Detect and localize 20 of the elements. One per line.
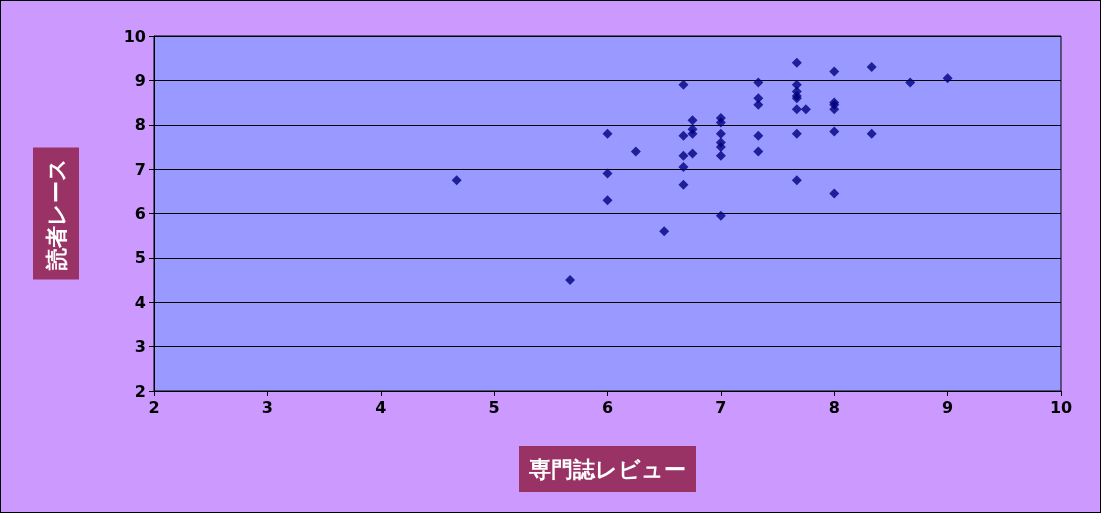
y-tick-label: 2 <box>134 381 146 401</box>
x-tick-label: 5 <box>488 397 500 417</box>
x-tick-label: 4 <box>375 397 387 417</box>
y-tick-label: 5 <box>134 248 146 268</box>
x-tick-label: 8 <box>828 397 840 417</box>
x-tick-label: 9 <box>942 397 954 417</box>
x-tick-label: 2 <box>148 397 160 417</box>
x-axis-title: 専門誌レビュー <box>528 456 686 482</box>
x-tick-label: 3 <box>261 397 273 417</box>
y-tick-label: 10 <box>123 26 146 46</box>
y-tick-label: 7 <box>134 159 146 179</box>
x-tick-label: 6 <box>601 397 614 417</box>
x-tick-label: 7 <box>715 397 727 417</box>
y-tick-label: 3 <box>134 337 146 357</box>
y-tick-label: 8 <box>134 115 146 135</box>
y-tick-label: 4 <box>134 292 146 312</box>
x-tick-label: 10 <box>1049 397 1073 417</box>
y-tick-label: 9 <box>134 70 146 90</box>
y-tick-label: 6 <box>134 204 146 223</box>
y-axis-title: 読者レース <box>43 157 69 271</box>
